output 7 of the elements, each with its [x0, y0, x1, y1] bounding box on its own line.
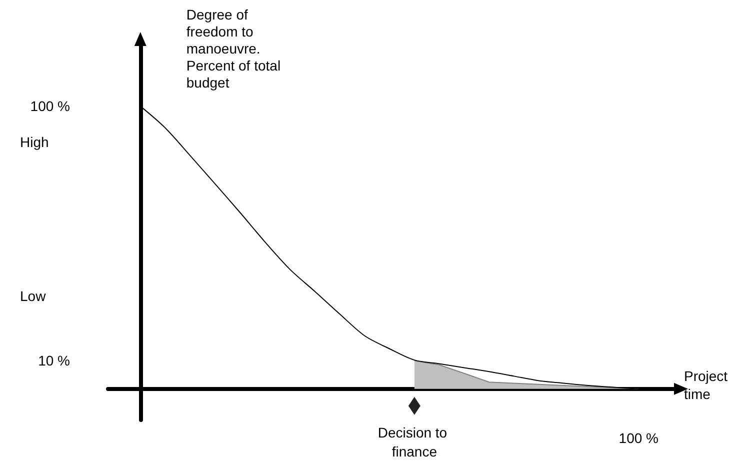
y-axis-title: Degree of freedom to manoeuvre. Percent of total budget: [186, 6, 284, 90]
x-axis-title: Project time: [684, 368, 732, 402]
y-tick-label: 10 %: [38, 352, 70, 369]
text: Decision to finance: [378, 424, 451, 460]
text: Low: [20, 288, 47, 304]
text: 100 %: [618, 430, 658, 446]
text: High: [20, 134, 49, 150]
